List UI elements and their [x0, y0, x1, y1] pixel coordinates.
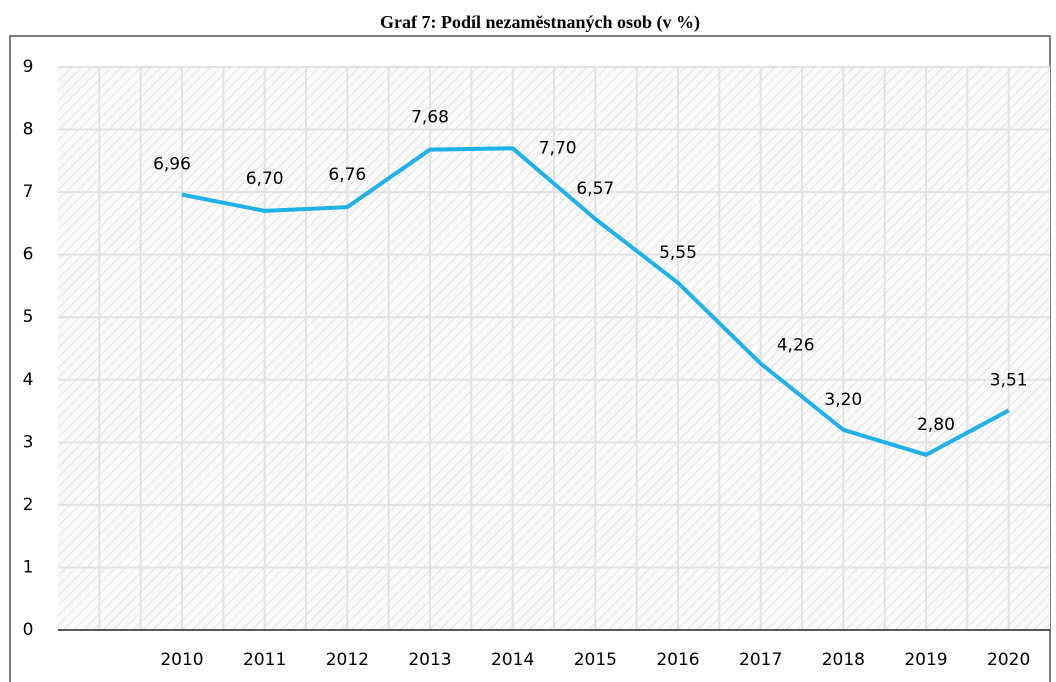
data-label: 3,51: [990, 370, 1028, 390]
y-tick-label: 2: [23, 495, 34, 515]
y-tick-label: 8: [23, 120, 34, 140]
x-tick-label: 2011: [243, 650, 286, 670]
x-tick-label: 2014: [491, 650, 534, 670]
data-label: 3,20: [824, 390, 862, 410]
x-tick-label: 2012: [326, 650, 369, 670]
x-tick-label: 2020: [987, 650, 1030, 670]
x-tick-label: 2010: [160, 650, 203, 670]
x-tick-label: 2016: [656, 650, 699, 670]
y-tick-label: 1: [23, 557, 34, 577]
data-label: 7,70: [539, 138, 577, 158]
x-tick-label: 2015: [574, 650, 617, 670]
line-series: [181, 146, 1010, 457]
y-tick-label: 5: [23, 307, 34, 327]
y-tick-label: 6: [23, 245, 34, 265]
data-label: 7,68: [411, 108, 449, 128]
chart-title: Graf 7: Podíl nezaměstnaných osob (v %): [380, 12, 700, 33]
x-tick-label: 2013: [408, 650, 451, 670]
y-tick-label: 4: [23, 370, 34, 390]
y-tick-label: 9: [23, 57, 34, 77]
data-label: 5,55: [659, 243, 697, 263]
x-tick-label: 2019: [904, 650, 947, 670]
y-tick-label: 3: [23, 432, 34, 452]
data-label: 6,70: [246, 169, 284, 189]
data-label: 6,76: [328, 165, 366, 185]
y-tick-label: 0: [23, 620, 34, 640]
data-label: 6,57: [576, 179, 614, 199]
y-tick-label: 7: [23, 182, 34, 202]
data-label: 4,26: [777, 336, 815, 356]
data-label: 6,96: [153, 155, 191, 175]
x-tick-label: 2017: [739, 650, 782, 670]
x-tick-label: 2018: [822, 650, 865, 670]
data-label: 2,80: [917, 415, 955, 435]
